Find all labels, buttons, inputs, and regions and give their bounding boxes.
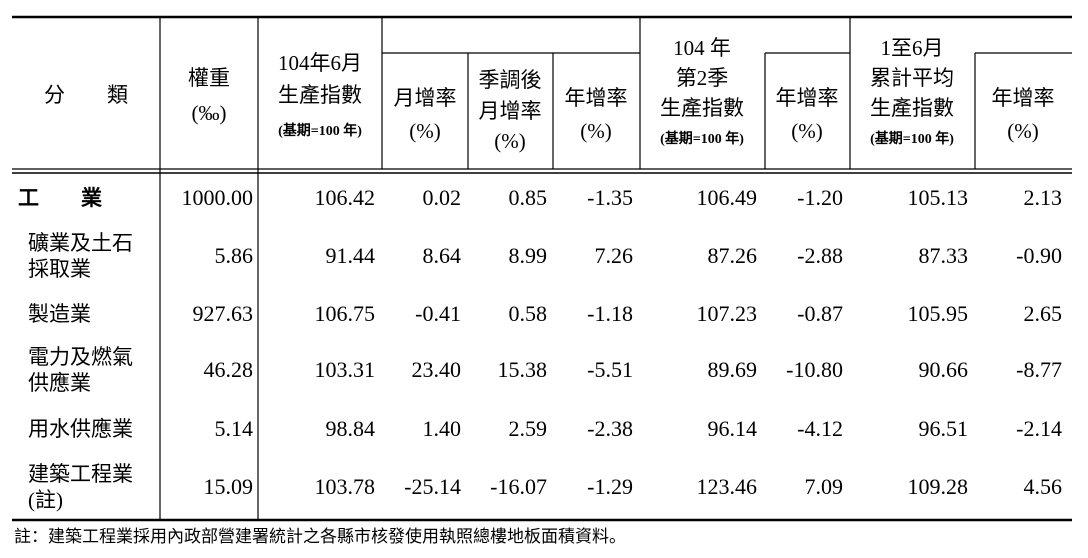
cell-value: 105.95	[908, 301, 969, 326]
header-base: (基期=100 年)	[660, 130, 744, 147]
cell-value: 98.84	[326, 416, 376, 441]
cell-value: 927.63	[193, 301, 254, 326]
cell-value: 2.59	[509, 416, 548, 441]
cell-value: -2.88	[797, 243, 843, 268]
header-text: (%)	[1007, 119, 1038, 143]
cell-value: 96.14	[708, 416, 758, 441]
row-label: 工 業	[18, 186, 103, 210]
cell-value: -1.29	[587, 474, 633, 499]
cell-value: 23.40	[412, 357, 462, 382]
cell-value: 46.28	[204, 357, 254, 382]
header-text: (%)	[580, 119, 611, 143]
cell-value: 0.58	[509, 301, 548, 326]
header-text: 生產指數	[660, 96, 744, 120]
cell-value: -1.20	[797, 185, 843, 210]
cell-value: 103.31	[315, 357, 376, 382]
header-text: 生產指數	[278, 83, 362, 107]
row-label: 採取業	[28, 257, 91, 281]
header-text: 104 年	[673, 36, 731, 60]
cell-value: 106.42	[315, 185, 376, 210]
cell-value: -0.90	[1016, 243, 1062, 268]
header-text: (%)	[791, 119, 822, 143]
cell-value: -8.77	[1016, 357, 1062, 382]
cell-value: -25.14	[404, 474, 461, 499]
cell-value: 90.66	[919, 357, 969, 382]
row-label: 製造業	[28, 302, 91, 326]
cell-value: -2.38	[587, 416, 633, 441]
cell-value: 103.78	[315, 474, 376, 499]
cell-value: 87.26	[708, 243, 758, 268]
cell-value: 7.26	[595, 243, 634, 268]
cell-value: 5.14	[215, 416, 254, 441]
cell-value: 0.85	[509, 185, 548, 210]
row-label: 礦業及土石	[28, 231, 133, 255]
header-text: 104年6月	[278, 51, 362, 75]
cell-value: 2.13	[1024, 185, 1063, 210]
cell-value: 91.44	[326, 243, 376, 268]
cell-value: -1.35	[587, 185, 633, 210]
cell-value: -1.18	[587, 301, 633, 326]
header-text: 年增率	[776, 86, 839, 110]
header-text: 季調後	[479, 68, 542, 92]
row-label: 電力及燃氣	[28, 345, 133, 369]
cell-value: 107.23	[697, 301, 758, 326]
cell-value: 8.64	[423, 243, 462, 268]
cell-value: 106.49	[697, 185, 758, 210]
footnote: 註：建築工程業採用內政部營建署統計之各縣市核發使用執照總樓地板面積資料。	[14, 526, 626, 546]
cell-value: 106.75	[315, 301, 376, 326]
cell-value: 1.40	[423, 416, 462, 441]
header-text: 第2季	[676, 66, 729, 90]
cell-value: -4.12	[797, 416, 843, 441]
cell-value: 8.99	[509, 243, 548, 268]
cell-value: 7.09	[805, 474, 844, 499]
header-text: 分 類	[44, 83, 128, 107]
cell-value: -5.51	[587, 357, 633, 382]
cell-value: 4.56	[1024, 474, 1063, 499]
cell-value: 105.13	[908, 185, 969, 210]
header-text: (‰)	[192, 101, 227, 125]
cell-value: 96.51	[919, 416, 969, 441]
row-label: 供應業	[28, 371, 91, 395]
cell-value: -0.41	[415, 301, 461, 326]
cell-value: -0.87	[797, 301, 843, 326]
row-label: 建築工程業	[28, 462, 133, 486]
header-text: (%)	[494, 129, 525, 153]
cell-value: 15.38	[498, 357, 548, 382]
header-base: (基期=100 年)	[870, 130, 954, 147]
cell-value: -2.14	[1016, 416, 1062, 441]
header-text: 生產指數	[870, 96, 954, 120]
cell-value: 5.86	[215, 243, 254, 268]
cell-value: 109.28	[908, 474, 969, 499]
header-text: 權重	[188, 66, 230, 90]
cell-value: 15.09	[204, 474, 254, 499]
header-text: 月增率	[394, 86, 457, 110]
header-text: 月增率	[479, 99, 542, 123]
cell-value: -10.80	[786, 357, 843, 382]
cell-value: 1000.00	[182, 185, 254, 210]
row-label: 用水供應業	[28, 417, 133, 441]
cell-value: 0.02	[423, 185, 462, 210]
cell-value: -16.07	[490, 474, 547, 499]
header-text: 年增率	[565, 86, 628, 110]
cell-value: 2.65	[1024, 301, 1063, 326]
header-text: 累計平均	[870, 66, 954, 90]
header-base: (基期=100 年)	[278, 122, 362, 139]
header-text: 1至6月	[881, 36, 944, 60]
header-text: (%)	[409, 119, 440, 143]
cell-value: 123.46	[697, 474, 758, 499]
row-label: (註)	[28, 488, 63, 512]
cell-value: 89.69	[708, 357, 758, 382]
cell-value: 87.33	[919, 243, 969, 268]
header-text: 年增率	[992, 86, 1055, 110]
